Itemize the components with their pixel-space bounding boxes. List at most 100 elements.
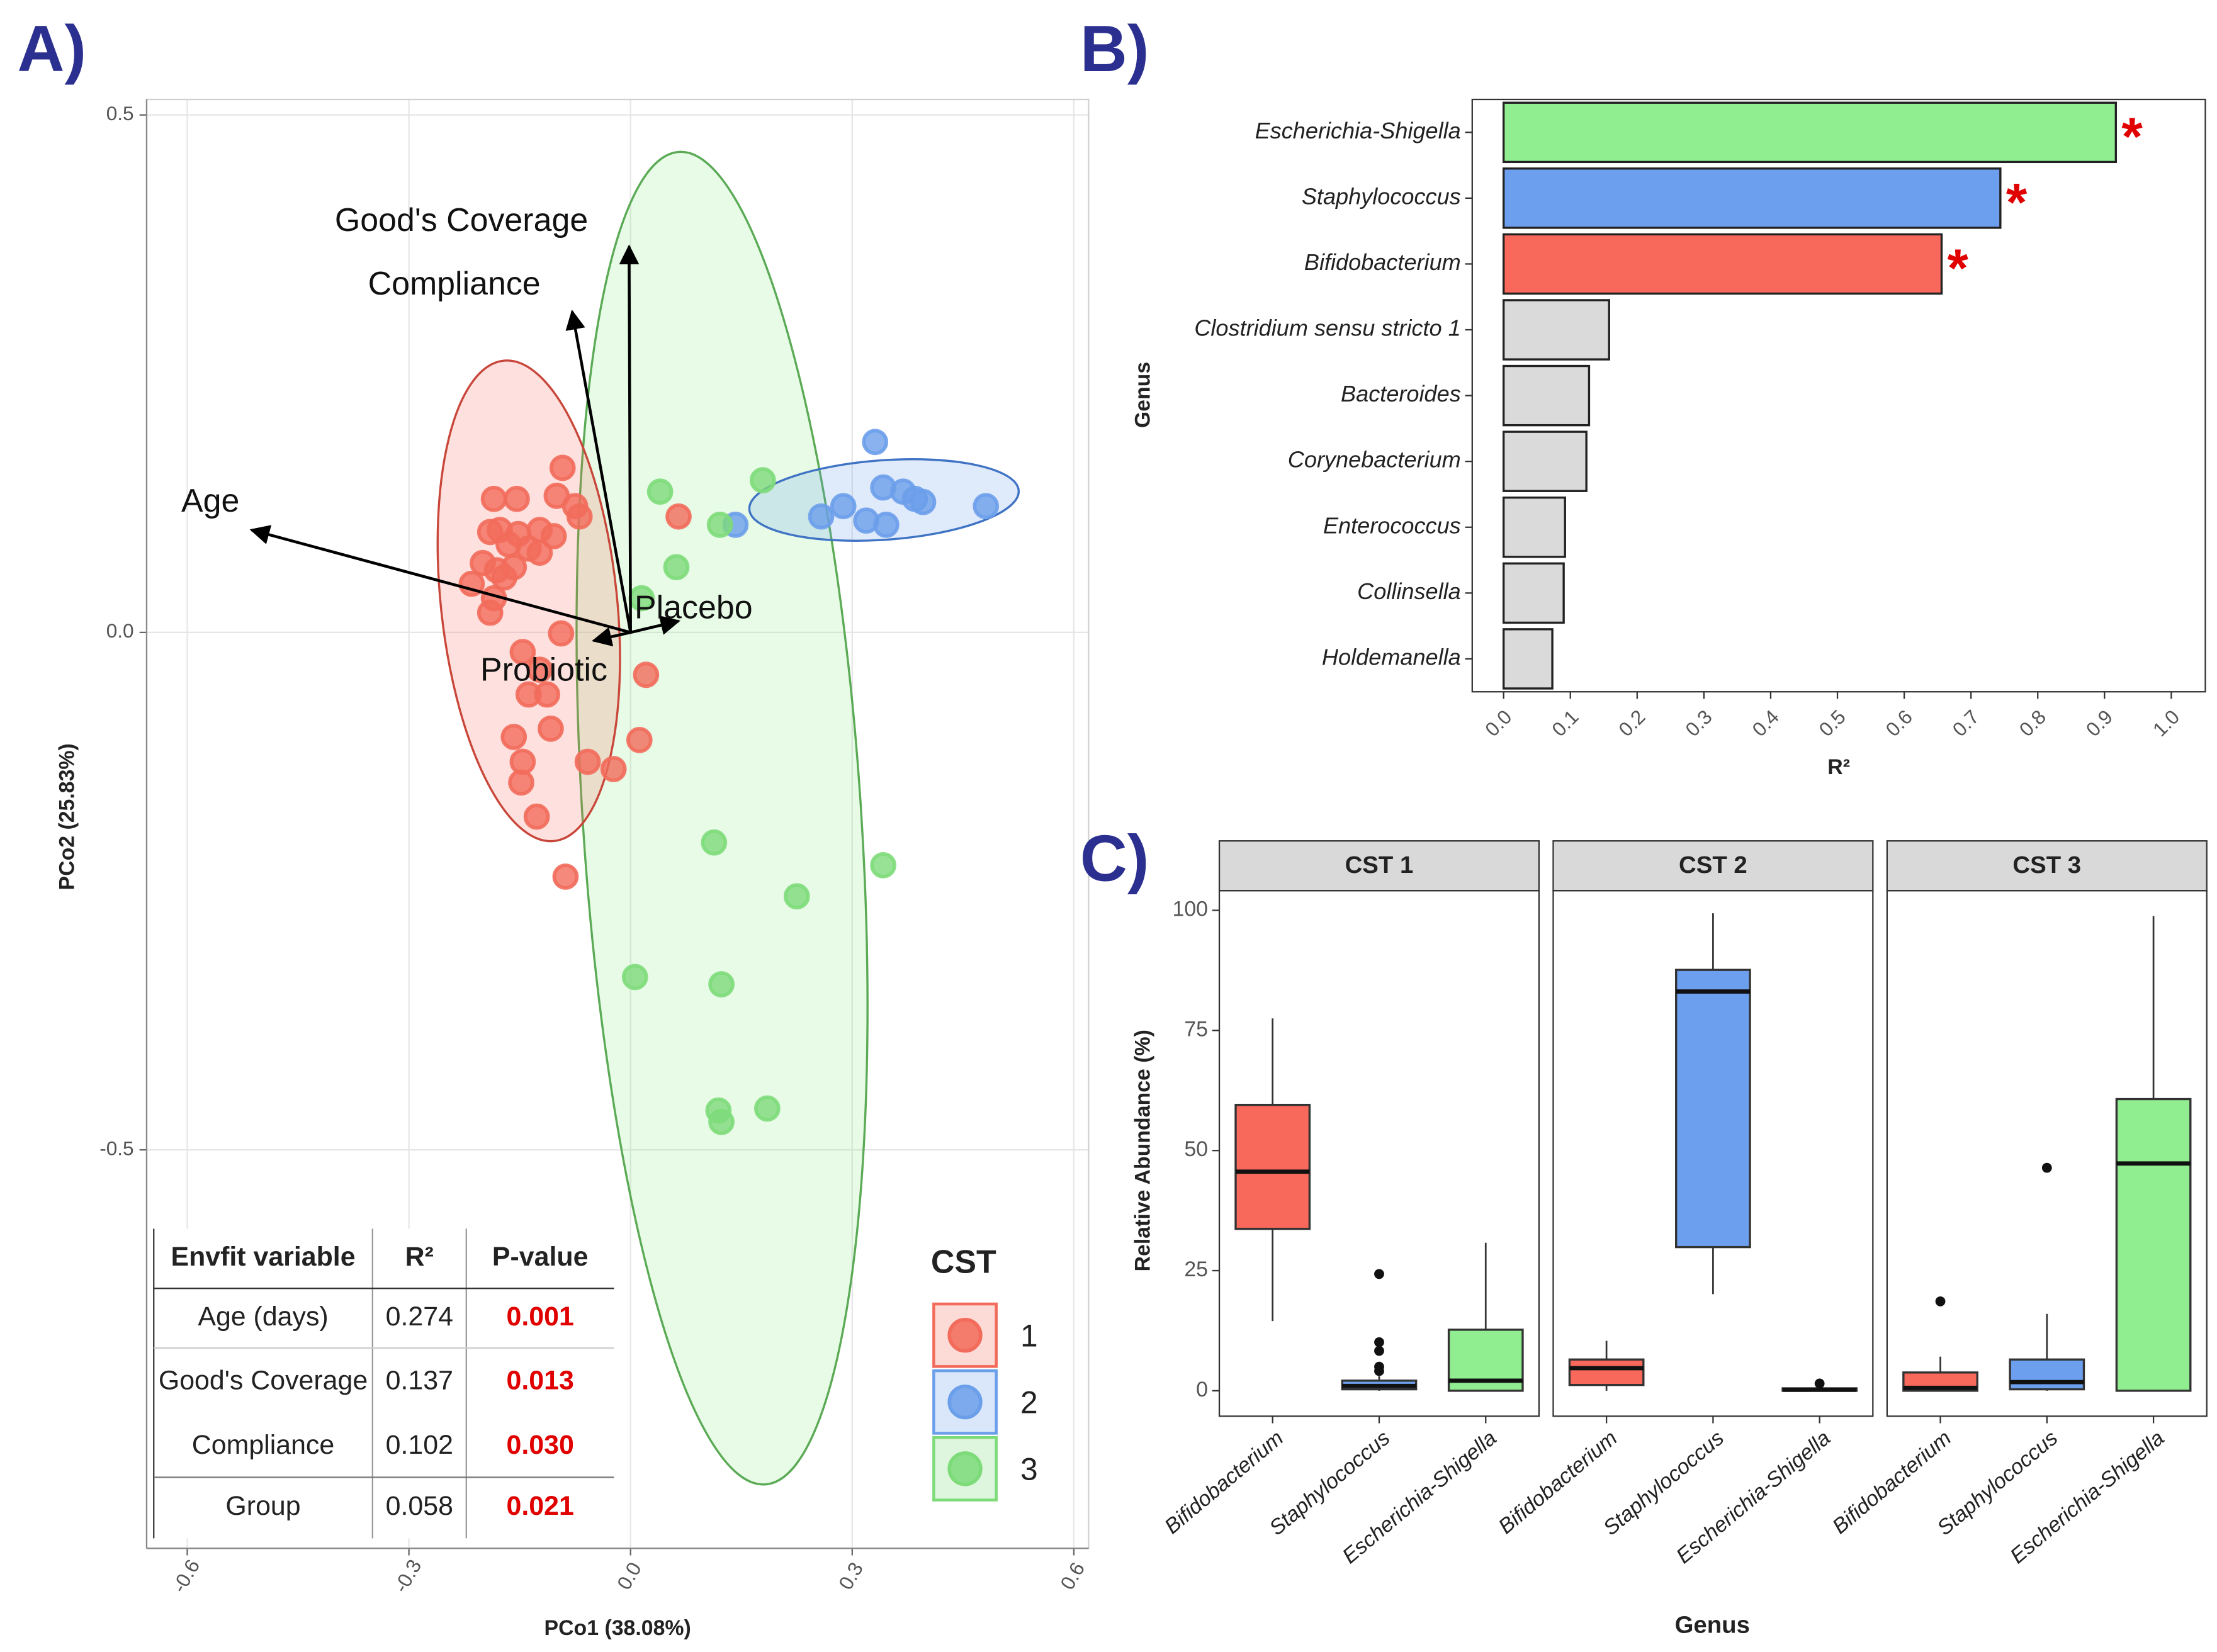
table-cell: 0.001	[507, 1301, 574, 1332]
panel-label: C)	[1080, 823, 1149, 896]
x-axis-label: Genus	[1675, 1612, 1750, 1639]
arrow-label: Compliance	[368, 266, 541, 302]
legend-point	[947, 1318, 983, 1353]
facet-title: CST 2	[1679, 851, 1747, 879]
envfit-arrow	[249, 525, 631, 634]
bar	[1502, 233, 1943, 295]
point	[574, 748, 601, 775]
legend-point	[947, 1451, 983, 1486]
point	[870, 852, 896, 879]
y-axis-label: PCo2 (25.83%)	[55, 743, 79, 890]
outlier	[1374, 1366, 1384, 1376]
y-tick-label: 0.0	[106, 619, 134, 642]
y-tick-label: Escherichia-Shigella	[1255, 118, 1461, 143]
panel-label: B)	[1080, 13, 1149, 86]
table-cell: 0.013	[507, 1365, 574, 1395]
point	[663, 554, 690, 581]
box	[2009, 1358, 2085, 1391]
point	[600, 756, 627, 782]
bar	[1502, 364, 1591, 427]
facet-title: CST 1	[1345, 851, 1414, 879]
y-tick-label: 0.5	[106, 102, 134, 125]
legend-label: 2	[1020, 1385, 1038, 1420]
outlier	[1374, 1269, 1384, 1279]
point	[783, 883, 810, 910]
y-tick-label: 50	[1184, 1137, 1208, 1161]
table-cell: 0.274	[386, 1301, 453, 1332]
facet-title: CST 3	[2012, 851, 2081, 879]
outlier	[2041, 1162, 2052, 1173]
point	[708, 971, 735, 997]
arrow-label: Probiotic	[480, 651, 607, 688]
point	[480, 485, 507, 512]
point	[491, 564, 517, 591]
point	[973, 493, 1000, 520]
table-header: P-value	[492, 1242, 589, 1272]
point	[708, 1108, 735, 1135]
point	[526, 656, 553, 683]
y-tick-label: Staphylococcus	[1302, 183, 1461, 209]
table-cell: 0.058	[386, 1491, 453, 1521]
envfit-arrow	[619, 244, 640, 632]
y-tick-label: 75	[1184, 1017, 1208, 1041]
point	[633, 661, 660, 688]
point	[458, 570, 485, 597]
point	[706, 511, 733, 538]
legend-label: 1	[1020, 1318, 1038, 1353]
point	[830, 493, 857, 520]
point	[566, 503, 593, 530]
box	[1568, 1358, 1645, 1386]
table-cell: Age (days)	[198, 1301, 328, 1332]
bar	[1502, 497, 1566, 558]
table-cell: 0.030	[507, 1430, 574, 1460]
legend-point	[947, 1385, 983, 1420]
box	[1234, 1103, 1311, 1230]
point	[552, 863, 579, 890]
outlier	[1374, 1337, 1384, 1347]
bar	[1502, 628, 1554, 690]
arrow-label: Placebo	[635, 589, 753, 626]
arrow-label: Age	[181, 483, 239, 519]
significance-mark: *	[1948, 239, 1969, 299]
box	[2115, 1098, 2192, 1392]
point	[508, 769, 534, 796]
table-header: Envfit variable	[171, 1242, 355, 1272]
y-tick-label: Collinsella	[1357, 578, 1461, 604]
bar	[1502, 299, 1610, 361]
envfit-arrow	[565, 310, 632, 633]
facet-strip	[1218, 840, 1540, 892]
point	[548, 620, 575, 647]
point	[808, 503, 835, 530]
y-axis-label: Genus	[1131, 362, 1154, 428]
panel-label: A)	[18, 13, 87, 86]
point	[495, 531, 522, 558]
point	[540, 523, 567, 549]
legend-label: 3	[1020, 1451, 1038, 1486]
point	[477, 599, 504, 626]
y-tick-label: 25	[1184, 1257, 1208, 1281]
y-tick-label: Bifidobacterium	[1304, 249, 1461, 275]
point	[523, 803, 550, 830]
point	[504, 485, 530, 512]
point	[526, 539, 553, 566]
box	[1675, 969, 1751, 1249]
y-axis-label: Relative Abundance (%)	[1131, 1030, 1154, 1271]
point	[701, 829, 728, 856]
y-tick-label: Holdemanella	[1322, 644, 1461, 670]
x-axis-label: PCo1 (38.08%)	[544, 1616, 691, 1640]
point	[665, 503, 692, 530]
point	[509, 639, 536, 666]
table-cell: Compliance	[192, 1430, 334, 1460]
table-cell: Good's Coverage	[159, 1365, 368, 1395]
bar	[1502, 167, 2002, 229]
legend-title: CST	[931, 1244, 996, 1281]
outlier	[1814, 1378, 1825, 1389]
point	[538, 715, 564, 742]
point	[646, 478, 674, 505]
y-tick-label: Enterococcus	[1323, 512, 1461, 538]
point	[626, 727, 653, 753]
y-tick-label: Bacteroides	[1341, 381, 1461, 407]
y-tick-label: Clostridium sensu stricto 1	[1194, 315, 1460, 341]
x-axis-label: R²	[1827, 755, 1850, 779]
